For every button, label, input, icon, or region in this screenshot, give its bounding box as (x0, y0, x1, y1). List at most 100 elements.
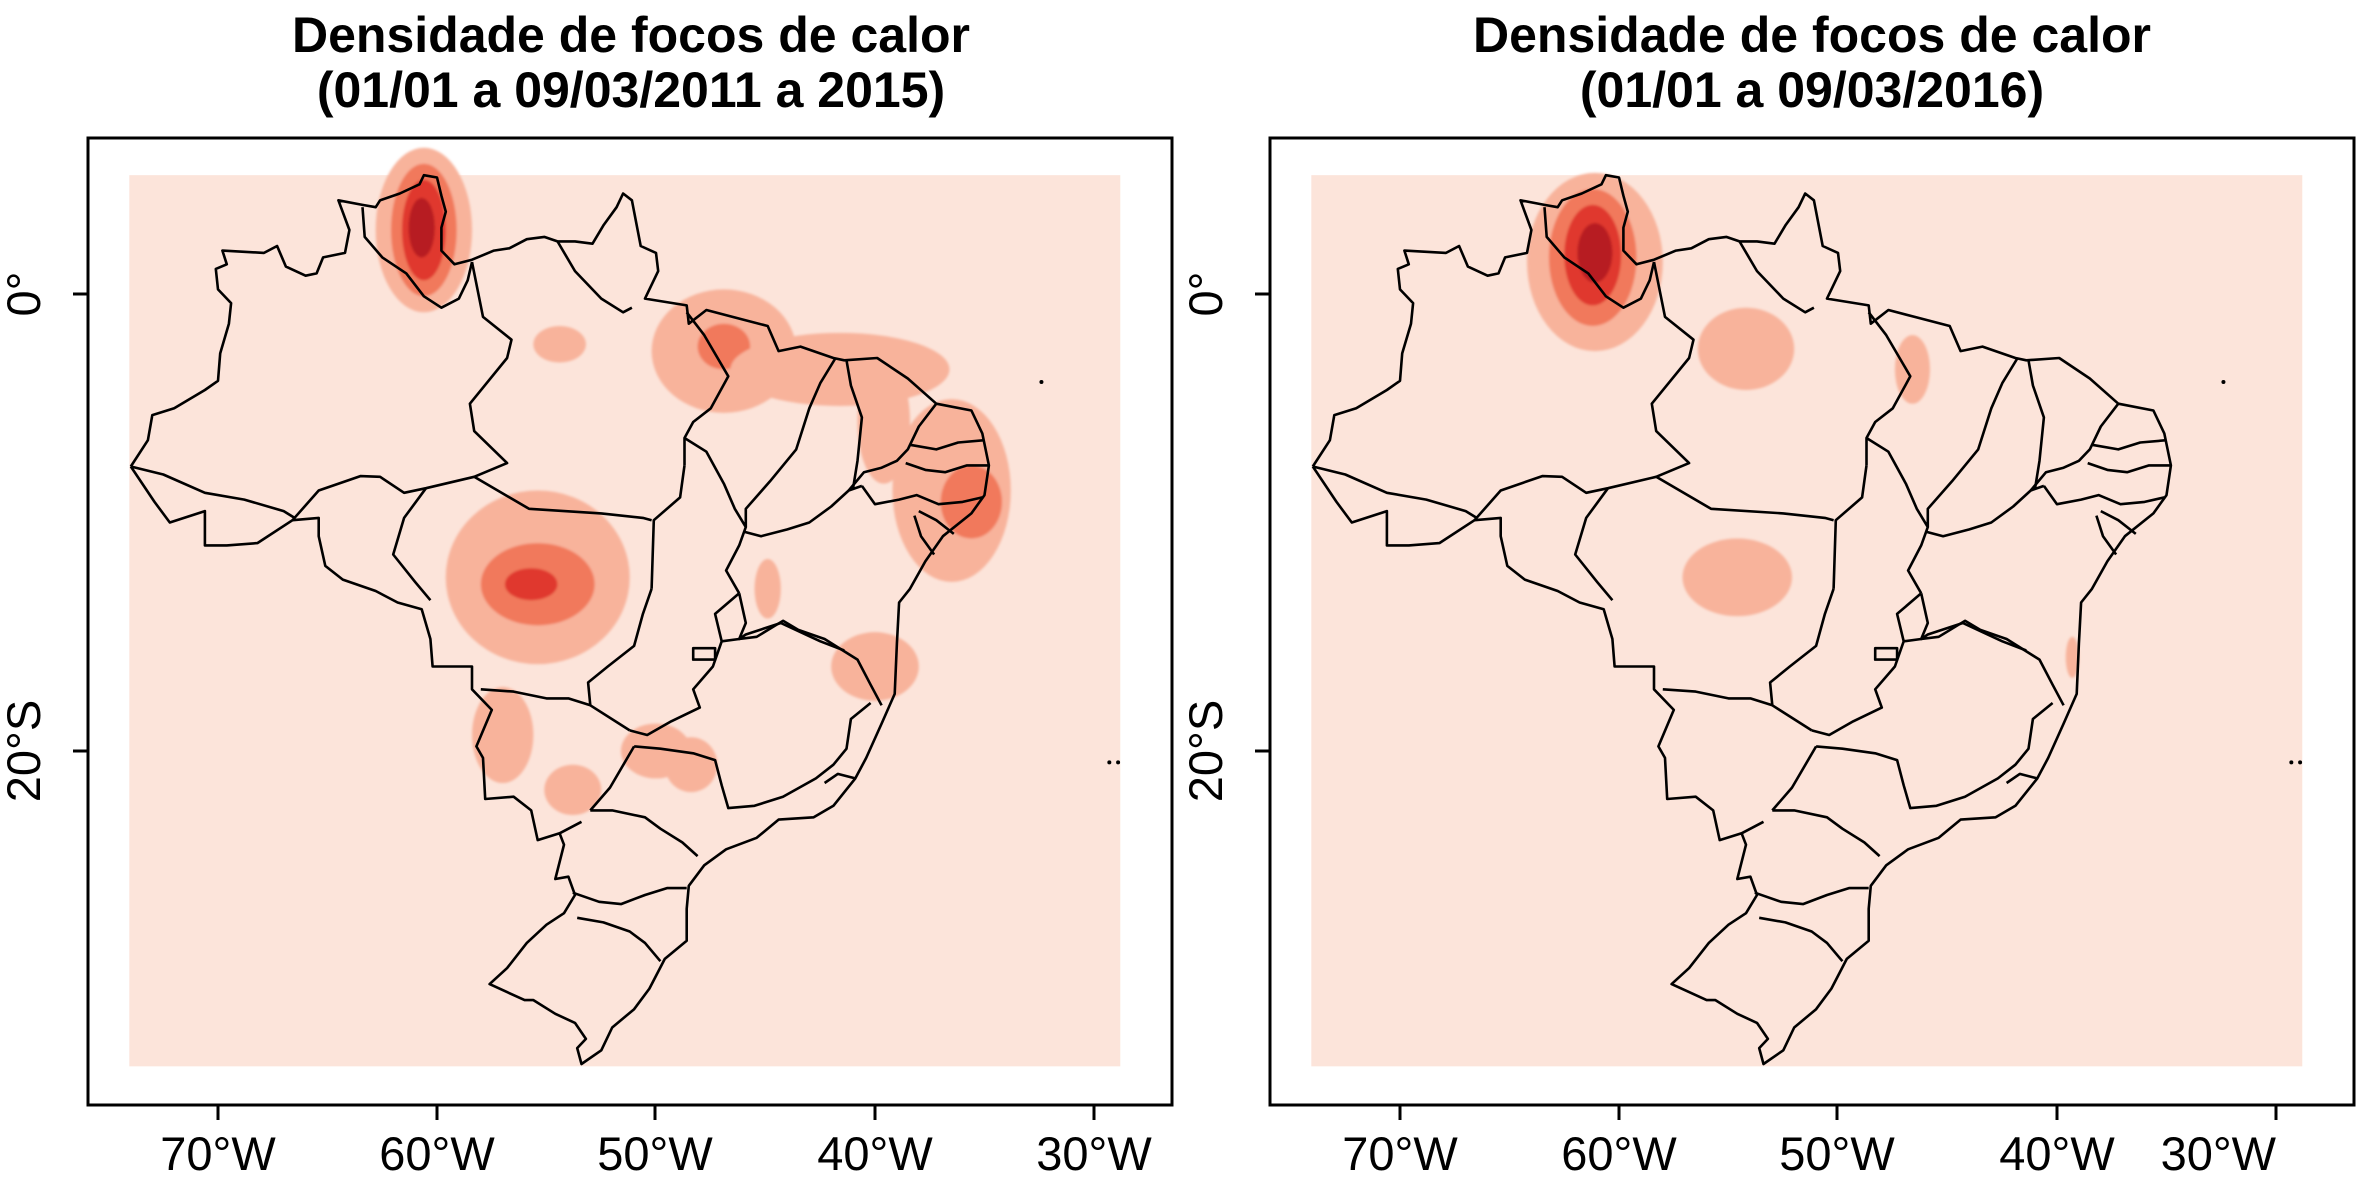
y-tick-label-20S: 20°S (1179, 700, 1232, 802)
density-contour-level-1 (1682, 538, 1793, 617)
panel-title-line-1: Densidade de focos de calor (1473, 7, 2151, 63)
state-boundary (1815, 701, 2054, 810)
x-tick-label-70W: 70°W (1342, 1127, 1458, 1180)
x-axis: 70°W 60°W 50°W 40°W 30°W (160, 1103, 1163, 1180)
state-boundary (586, 588, 653, 706)
x-tick-label-50W: 50°W (1779, 1127, 1895, 1180)
island-dot (1116, 760, 1121, 765)
panel-title-line-2: (01/01 a 09/03/2016) (1580, 62, 2044, 118)
density-contour-level-1 (730, 332, 950, 406)
state-boundary (2100, 509, 2137, 535)
state-boundary (683, 436, 748, 594)
y-tick-label-0: 0° (1179, 272, 1232, 317)
brazil-state-boundaries (129, 173, 991, 1066)
state-boundary (576, 916, 662, 963)
density-map-panel-2011-2015: Densidade de focos de calor (01/01 a 09/… (0, 7, 1174, 1180)
state-boundary (629, 592, 741, 737)
density-contour-level-3 (504, 568, 558, 601)
state-boundary (130, 465, 296, 520)
state-boundary (847, 402, 938, 492)
state-boundary (691, 646, 717, 661)
x-tick-label-60W: 60°W (379, 1127, 495, 1180)
state-boundary (1873, 646, 1899, 661)
state-boundary (905, 461, 989, 474)
state-boundary (823, 772, 856, 785)
brazil-outline (1311, 173, 2173, 1066)
state-boundary (1754, 886, 1869, 906)
x-tick-label-40W: 40°W (817, 1127, 933, 1180)
state-boundary (1811, 592, 1923, 737)
density-contour-level-1 (754, 559, 781, 619)
density-contour-level-1 (472, 687, 534, 783)
state-boundary (1865, 436, 1930, 594)
state-boundary (1655, 475, 1834, 522)
state-boundary (2029, 402, 2120, 492)
x-tick-label-30W: 30°W (1036, 1127, 1152, 1180)
state-boundary (650, 465, 686, 589)
state-boundary (589, 745, 636, 812)
state-boundary (1768, 588, 1835, 706)
state-boundary (2087, 461, 2171, 474)
state-boundary (860, 485, 983, 506)
island-dot (2289, 760, 2294, 765)
state-boundary (1919, 593, 2065, 706)
density-contour-level-1 (533, 325, 586, 363)
island-dot (1107, 760, 1112, 765)
density-background (1311, 175, 2303, 1067)
state-boundary (845, 360, 864, 489)
state-boundary (1832, 465, 1868, 589)
x-tick-label-40W: 40°W (1999, 1127, 2115, 1180)
state-boundary (572, 886, 687, 906)
x-tick-label-60W: 60°W (1561, 1127, 1677, 1180)
y-axis: 0° 20°S (1179, 272, 1272, 802)
state-boundary (2091, 438, 2167, 451)
state-boundary (1758, 916, 1844, 963)
state-boundary (1771, 745, 1818, 812)
state-boundary (1662, 688, 1813, 732)
state-boundary (721, 621, 845, 652)
state-boundary (391, 487, 432, 602)
density-contour-level-1 (1697, 307, 1795, 390)
state-boundary (1740, 820, 1765, 835)
brazil-outline (129, 173, 991, 1066)
state-boundary (913, 515, 936, 556)
state-boundary (1573, 487, 1614, 602)
state-boundary (480, 688, 631, 732)
density-contour-level-4 (1577, 223, 1613, 283)
state-boundary (737, 593, 883, 706)
x-tick-label-30W: 30°W (2161, 1127, 2277, 1180)
state-boundary (1738, 240, 1815, 314)
state-boundary (558, 820, 583, 835)
y-tick-label-20S: 20°S (0, 700, 50, 802)
x-tick-label-50W: 50°W (597, 1127, 713, 1180)
brazil-state-boundaries (1311, 173, 2173, 1066)
state-boundary (633, 701, 872, 810)
state-boundary (1926, 357, 2019, 528)
island-dot (2298, 760, 2303, 765)
y-tick-label-0: 0° (0, 272, 50, 317)
state-boundary (909, 438, 985, 451)
state-boundary (473, 475, 652, 522)
state-boundary (1543, 207, 1656, 310)
state-boundary (291, 261, 513, 522)
state-boundary (590, 809, 699, 858)
x-axis: 70°W 60°W 50°W 40°W 30°W (1342, 1103, 2345, 1180)
state-boundary (361, 207, 474, 310)
density-contours (1527, 172, 2079, 678)
density-contour-level-1 (664, 737, 718, 793)
panel-title-line-2: (01/01 a 09/03/2011 a 2015) (317, 62, 945, 118)
density-contour-level-1 (544, 764, 602, 815)
density-contour-level-1 (857, 360, 911, 484)
density-background (129, 175, 1121, 1067)
island-dot (1039, 379, 1044, 384)
islands (2221, 379, 2303, 765)
x-tick-label-70W: 70°W (160, 1127, 276, 1180)
state-boundary (1473, 261, 1695, 522)
state-boundary (2005, 772, 2038, 785)
state-boundary (1312, 465, 1478, 520)
state-boundary (918, 509, 955, 535)
density-contour-level-1 (2065, 636, 2079, 678)
state-boundary (1772, 809, 1881, 858)
state-boundary (744, 357, 837, 528)
